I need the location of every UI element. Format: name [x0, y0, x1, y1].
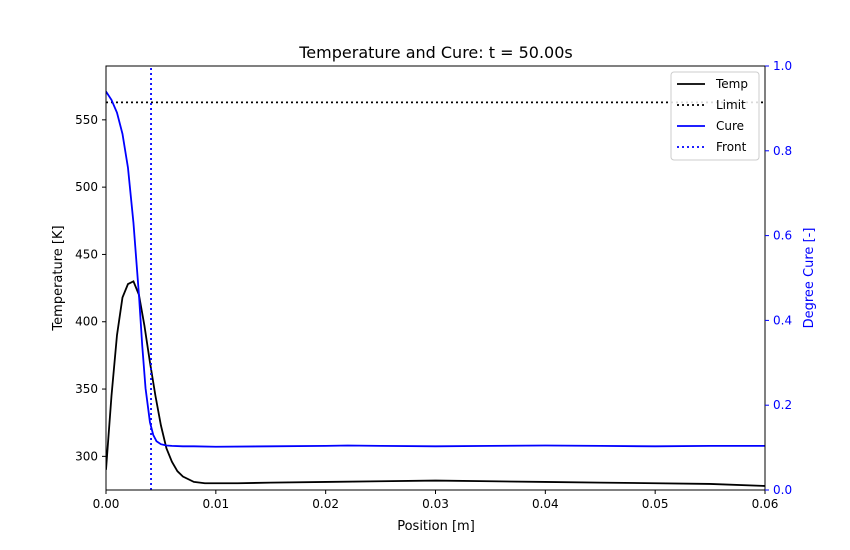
y-tick-label: 400 [75, 315, 98, 329]
x-tick-label: 0.01 [202, 497, 229, 511]
plot-area [106, 66, 765, 490]
series-line-cure [106, 90, 765, 448]
legend-box [670, 71, 760, 161]
y2-tick-label: 0.4 [773, 313, 792, 327]
x-tick-label: 0.04 [532, 497, 559, 511]
x-tick-label: 0.06 [752, 497, 779, 511]
x-tick-label: 0.00 [93, 497, 120, 511]
x-tick-label: 0.03 [422, 497, 449, 511]
x-tick-label: 0.05 [642, 497, 669, 511]
axes: 0.00 0.01 0.02 0.03 0.04 0.05 0.06 300 350 400 450… [75, 59, 792, 511]
legend: Temp Limit Cure Front [670, 71, 760, 161]
series-line-temp [106, 280, 765, 487]
y2-tick-label: 1.0 [773, 59, 792, 73]
y-tick-label: 350 [75, 382, 98, 396]
y2-tick-label: 0.8 [773, 144, 792, 158]
y2-tick-label: 0.2 [773, 398, 792, 412]
chart-title: Temperature and Cure: t = 50.00s [298, 43, 572, 62]
y2-tick-label: 0.6 [773, 229, 792, 243]
y-tick-label: 550 [75, 113, 98, 127]
y2-tick-label: 0.0 [773, 483, 792, 497]
x-axis-label: Position [m] [397, 519, 475, 534]
series-group [106, 66, 765, 490]
x-tick-label: 0.02 [312, 497, 339, 511]
y-axis-label: Temperature [K] [51, 225, 66, 331]
legend-label-front: Front [716, 140, 747, 154]
y-tick-label: 500 [75, 180, 98, 194]
legend-label-temp: Temp [715, 77, 748, 91]
legend-label-cure: Cure [716, 119, 744, 133]
legend-label-limit: Limit [716, 98, 746, 112]
y-tick-label: 300 [75, 449, 98, 463]
y-tick-label: 450 [75, 247, 98, 261]
y2-axis-label: Degree Cure [-] [802, 228, 817, 329]
